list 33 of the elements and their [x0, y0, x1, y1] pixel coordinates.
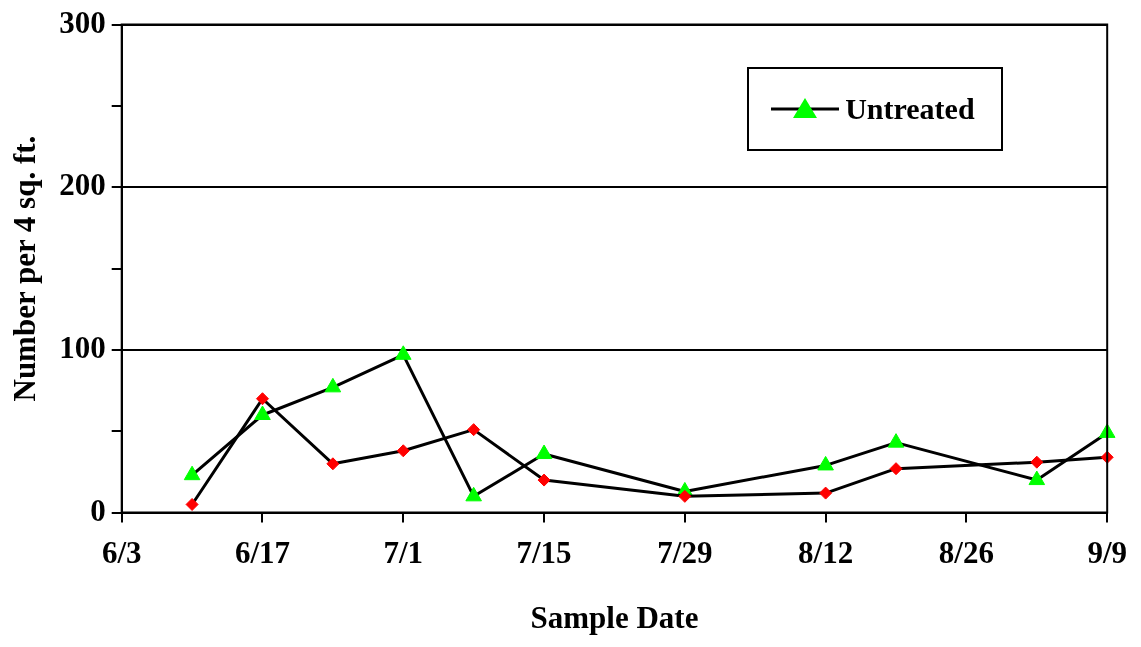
x-tick-label: 8/26 [938, 535, 994, 571]
point [465, 486, 482, 502]
point [394, 345, 412, 360]
point [1028, 470, 1046, 486]
point [887, 433, 905, 448]
point [817, 455, 834, 471]
x-tick-label: 7/1 [383, 535, 424, 571]
point [535, 444, 553, 460]
point [396, 444, 410, 458]
point [326, 457, 340, 471]
point [537, 473, 551, 487]
x-axis-title: Sample Date [530, 600, 699, 636]
y-tick-label: 100 [59, 329, 106, 365]
point [819, 486, 833, 500]
x-tick-label: 8/12 [798, 535, 854, 571]
point [324, 377, 342, 393]
x-tick-label: 9/9 [1087, 535, 1128, 571]
point [254, 405, 271, 420]
y-tick-label: 300 [59, 4, 106, 40]
x-tick-label: 6/17 [234, 535, 291, 571]
point [1030, 455, 1044, 469]
x-tick-label: 7/29 [657, 535, 713, 571]
y-tick-label: 200 [59, 167, 106, 203]
x-tick-label: 6/3 [101, 535, 142, 571]
y-tick-label: 0 [90, 492, 106, 528]
point [185, 497, 199, 511]
point [183, 465, 201, 481]
legend-label: Untreated [845, 91, 975, 126]
y-axis-title: Number per 4 sq. ft. [6, 135, 42, 402]
point [467, 423, 481, 437]
point [889, 462, 903, 476]
point [678, 489, 692, 503]
x-tick-label: 7/15 [516, 535, 572, 571]
